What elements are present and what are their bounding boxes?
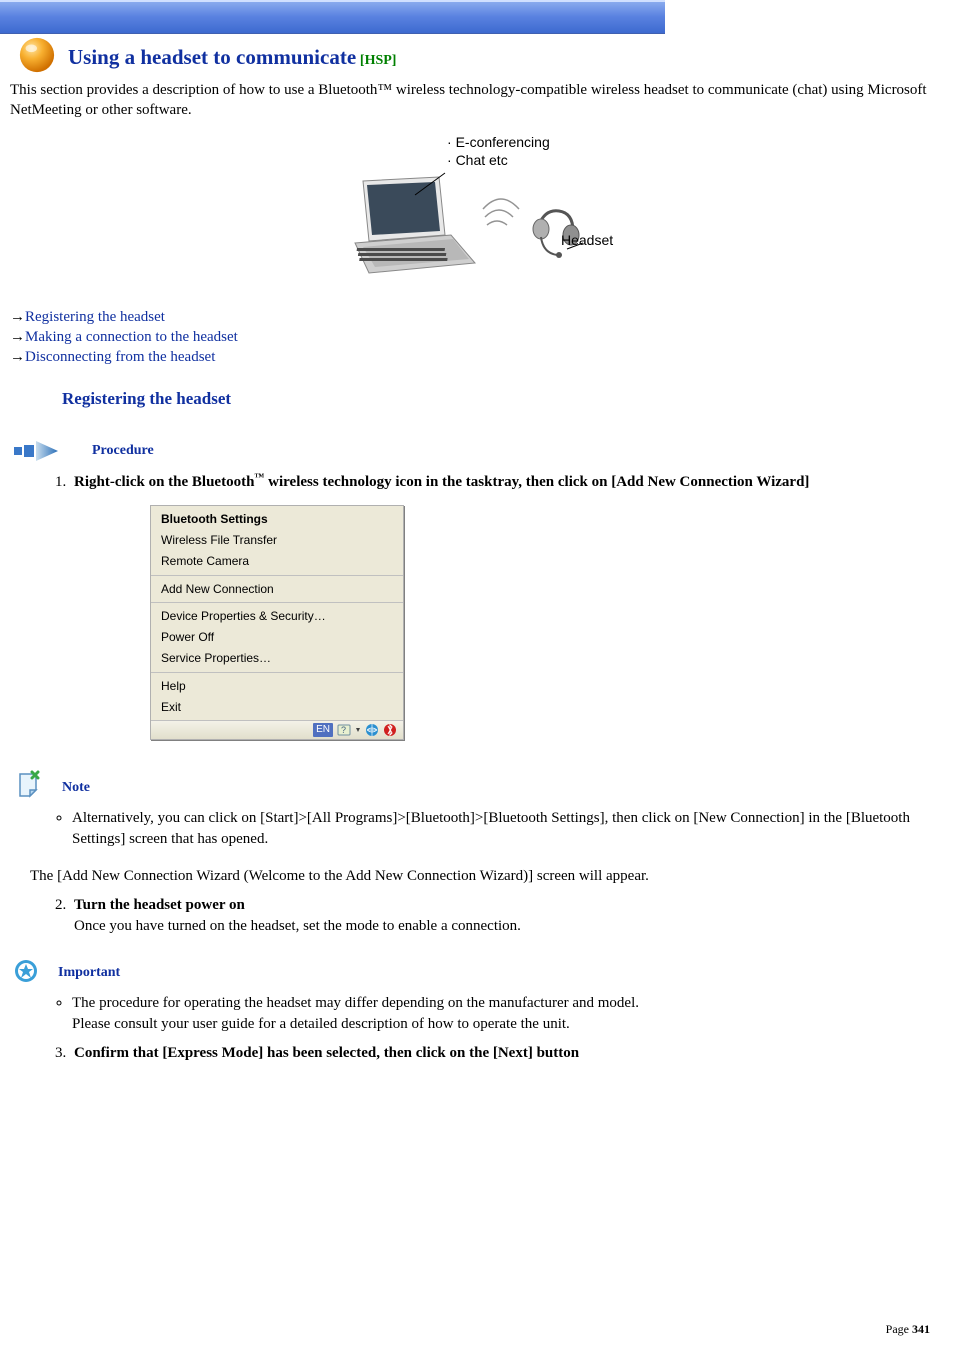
tray-arrow-icon	[355, 724, 361, 736]
important-icon	[14, 959, 38, 983]
svg-text:?: ?	[341, 725, 346, 735]
menu-item-bt-settings: Bluetooth Settings	[161, 509, 393, 530]
step-2-title: Turn the headset power on	[74, 897, 245, 913]
header-banner	[0, 0, 665, 34]
menu-item-help: Help	[161, 676, 393, 697]
link-registering[interactable]: Registering the headset	[25, 309, 165, 325]
menu-item-add-new-connection: Add New Connection	[161, 579, 393, 600]
tray-bluetooth-icon	[383, 723, 397, 737]
tm-symbol: ™	[254, 472, 264, 483]
link-making-connection[interactable]: Making a connection to the headset	[25, 329, 238, 345]
procedure-label: Procedure	[92, 443, 154, 461]
link-disconnecting[interactable]: Disconnecting from the headset	[25, 349, 215, 365]
tray-help-icon: ?	[337, 724, 351, 736]
step-1-title-post: wireless technology icon in the tasktray…	[264, 474, 809, 490]
menu-item-power-off: Power Off	[161, 627, 393, 648]
page-title: Using a headset to communicate	[68, 45, 356, 69]
menu-item-remote-camera: Remote Camera	[161, 551, 393, 572]
note-icon	[14, 770, 42, 798]
step-3: Confirm that [Express Mode] has been sel…	[70, 1039, 940, 1068]
figure-label-2: Headset	[561, 231, 613, 249]
sphere-icon	[18, 36, 56, 74]
important-bullet: The procedure for operating the headset …	[72, 989, 954, 1039]
note-bullet: Alternatively, you can click on [Start]>…	[72, 804, 954, 854]
step-2: Turn the headset power on Once you have …	[70, 891, 940, 941]
menu-item-wireless-file: Wireless File Transfer	[161, 530, 393, 551]
menu-item-device-props: Device Properties & Security…	[161, 606, 393, 627]
tray-globe-icon	[365, 723, 379, 737]
hsp-badge: [HSP]	[360, 53, 397, 68]
step-3-title: Confirm that [Express Mode] has been sel…	[74, 1045, 579, 1061]
step-2-body: Once you have turned on the headset, set…	[74, 918, 521, 934]
tray-lang-indicator: EN	[313, 723, 333, 737]
figure-label-1a: E-conferencing	[456, 134, 550, 150]
menu-item-exit: Exit	[161, 697, 393, 718]
page-number: Page 341	[886, 1322, 930, 1337]
important-label: Important	[58, 965, 120, 983]
note-label: Note	[62, 780, 90, 798]
between-paragraph: The [Add New Connection Wizard (Welcome …	[0, 854, 954, 891]
procedure-arrow-icon	[14, 437, 72, 461]
heading-registering: Registering the headset	[0, 375, 954, 419]
step-1: Right-click on the Bluetooth™ wireless t…	[70, 467, 940, 752]
figure-diagram: · E-conferencing · Chat etc	[327, 133, 627, 293]
intro-paragraph: This section provides a description of h…	[0, 78, 954, 121]
figure-label-1b: Chat etc	[456, 152, 508, 168]
context-menu-screenshot: Bluetooth Settings Wireless File Transfe…	[150, 505, 404, 740]
system-tray: EN ?	[151, 720, 403, 739]
title-row: Using a headset to communicate [HSP]	[0, 34, 954, 78]
nav-links: →Registering the headset →Making a conne…	[0, 301, 954, 376]
step-1-title-pre: Right-click on the Bluetooth	[74, 474, 254, 490]
menu-item-service-props: Service Properties…	[161, 648, 393, 669]
